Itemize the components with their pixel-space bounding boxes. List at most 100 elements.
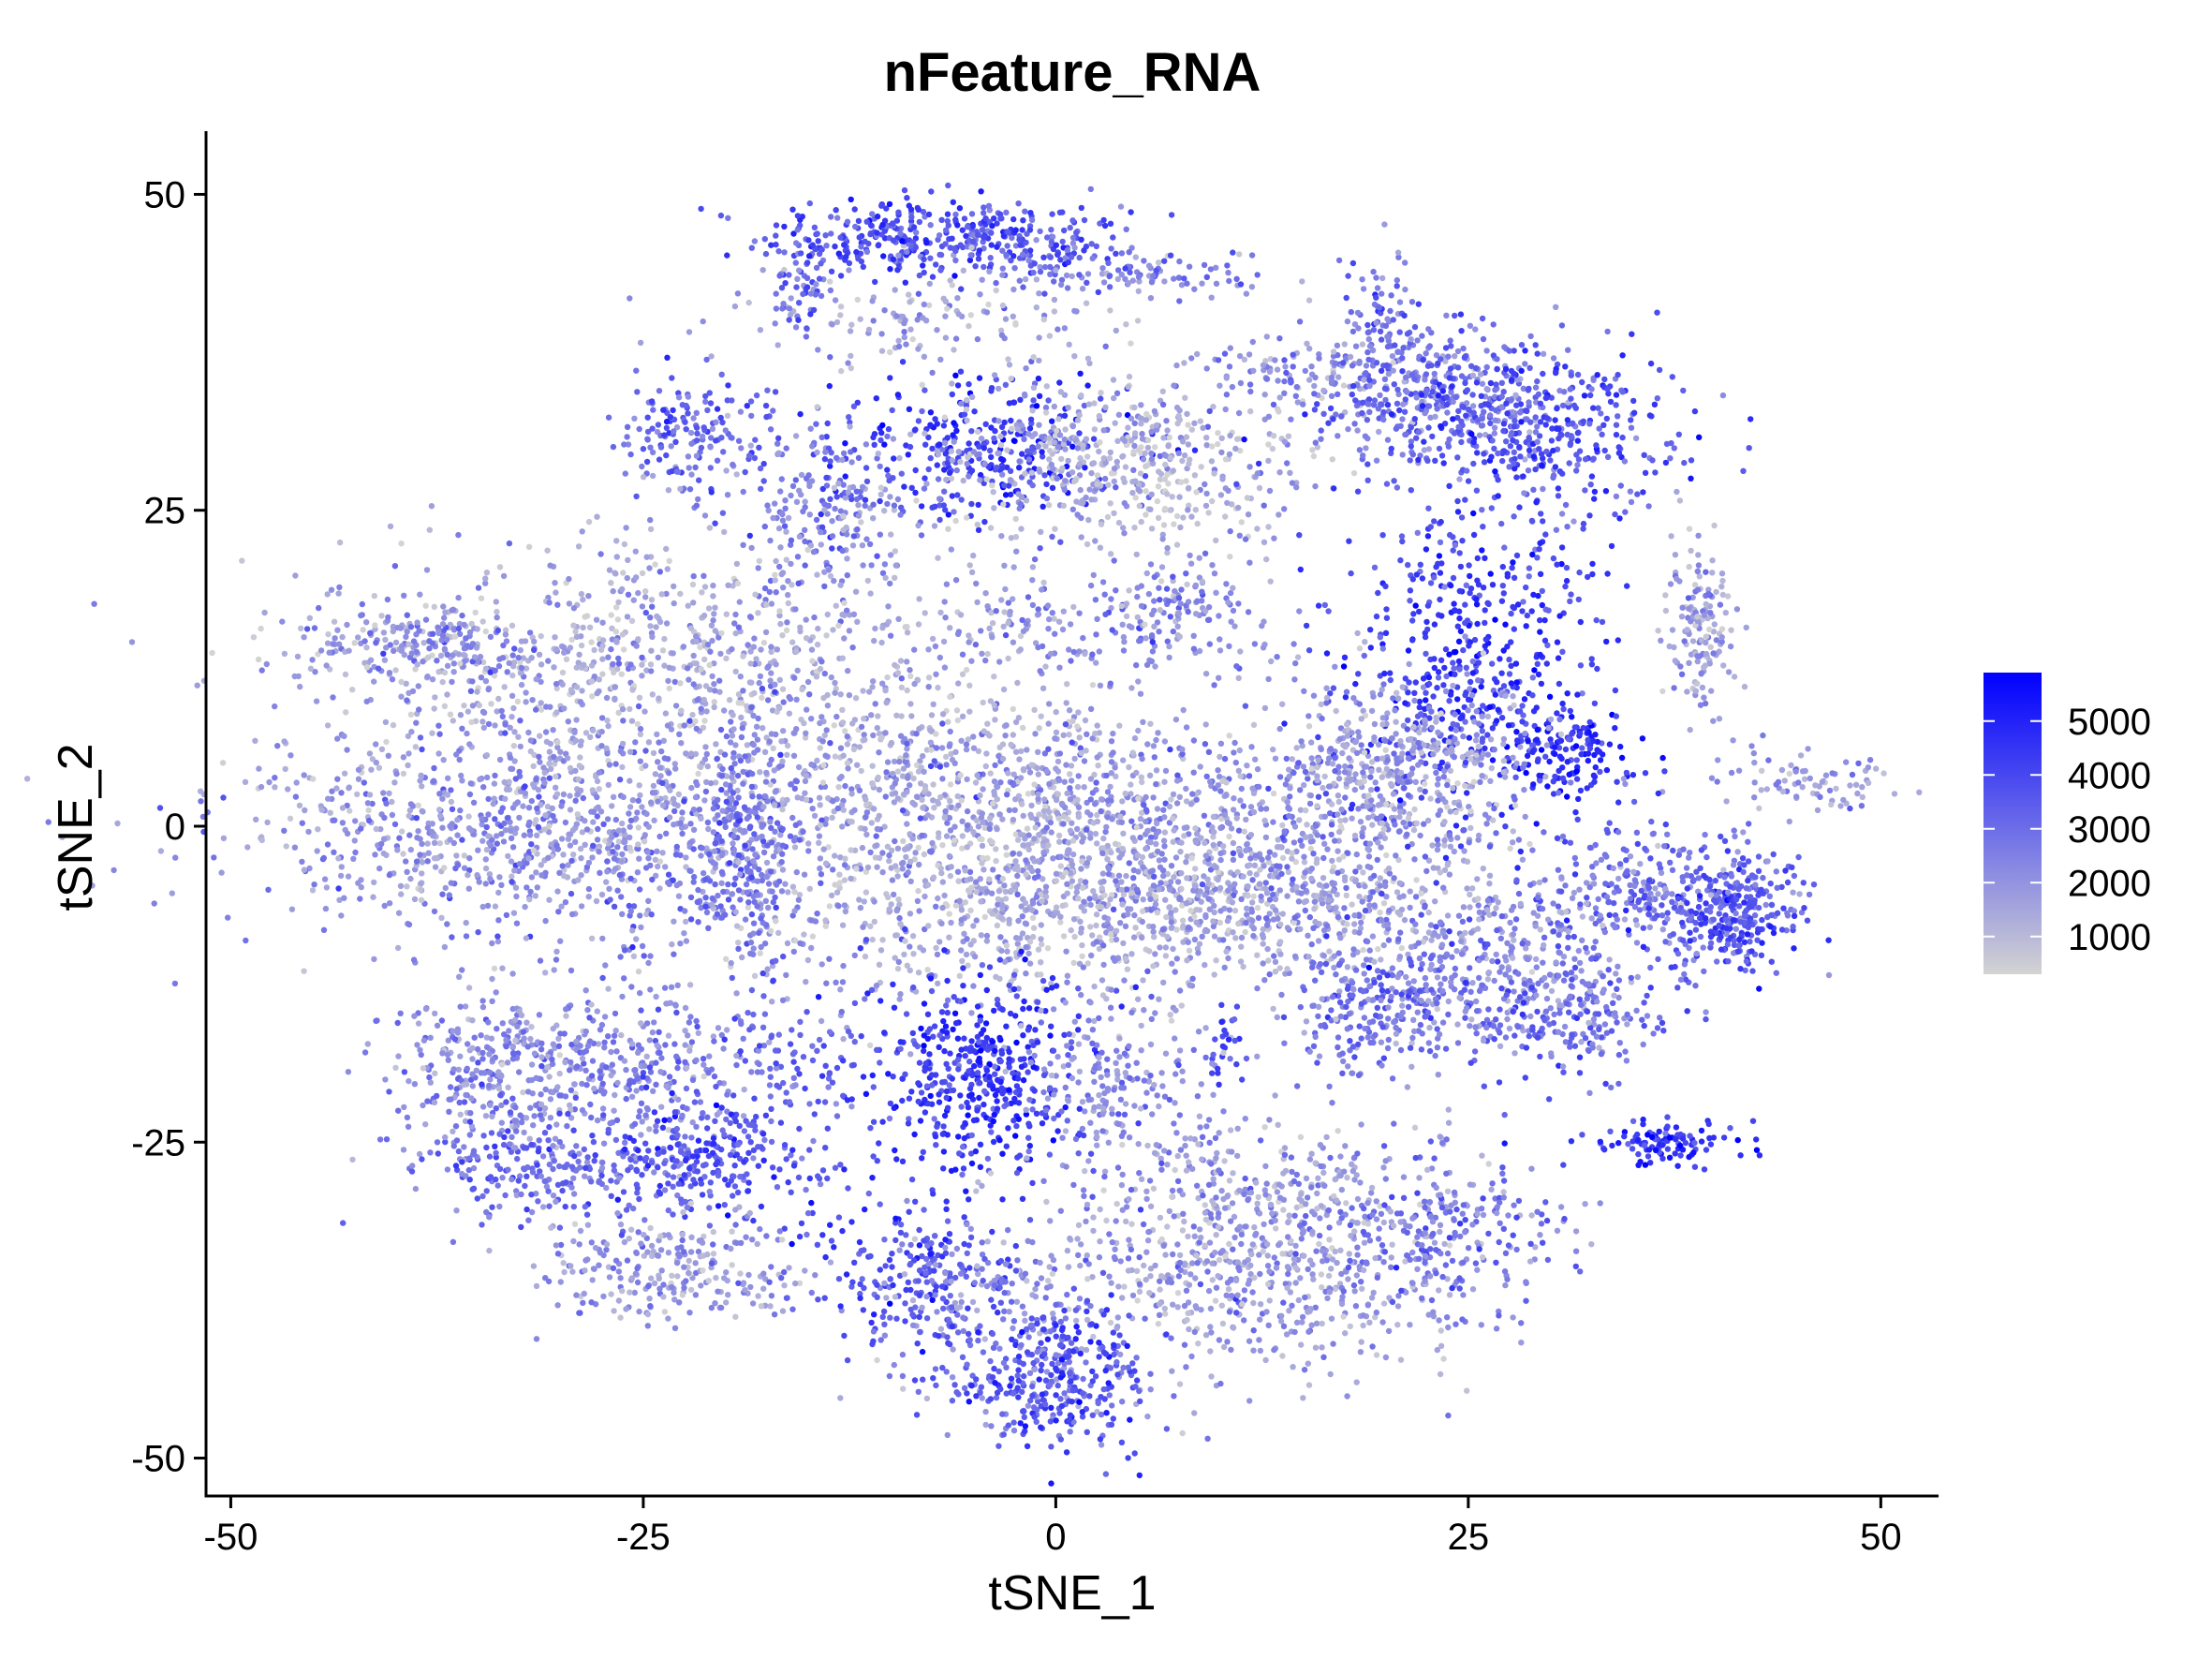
data-point [1147, 720, 1154, 727]
data-point [1564, 417, 1571, 423]
data-point [782, 505, 789, 511]
data-point [1373, 274, 1379, 281]
data-point [1089, 682, 1097, 689]
data-point [976, 375, 983, 381]
data-point [1285, 433, 1292, 439]
data-point [546, 748, 553, 755]
data-point [1306, 377, 1313, 383]
data-point [1017, 831, 1025, 837]
data-point [1147, 295, 1155, 302]
data-point [697, 644, 703, 650]
data-point [1272, 357, 1278, 363]
data-point [1370, 402, 1378, 408]
data-point [1110, 730, 1116, 737]
data-point [781, 266, 788, 274]
data-point [845, 765, 851, 772]
data-point [1627, 488, 1634, 495]
data-point [1605, 391, 1612, 397]
data-point [1078, 204, 1085, 212]
data-point [724, 252, 730, 259]
data-point [1306, 346, 1313, 352]
data-point [422, 602, 429, 609]
data-point [1181, 452, 1188, 459]
data-point [839, 719, 847, 726]
data-point [1059, 238, 1066, 245]
data-point [1534, 378, 1541, 385]
data-point [1613, 493, 1620, 500]
data-point [1035, 748, 1041, 755]
data-point [366, 750, 374, 757]
data-point [1360, 452, 1366, 459]
data-point [844, 555, 850, 562]
data-point [946, 469, 953, 476]
data-point [951, 438, 957, 445]
data-point [1382, 396, 1389, 404]
data-point [1549, 425, 1556, 432]
data-point [1270, 401, 1277, 408]
data-point [476, 702, 482, 709]
data-point [833, 494, 840, 500]
data-point [1115, 411, 1123, 418]
data-point [936, 763, 944, 770]
data-point [472, 609, 479, 615]
data-point [882, 793, 889, 800]
data-point [1463, 412, 1469, 419]
data-point [1113, 390, 1121, 396]
data-point [874, 230, 880, 236]
data-point [809, 443, 816, 450]
data-point [1656, 366, 1663, 374]
data-point [793, 240, 800, 246]
data-point [1352, 343, 1360, 349]
data-point [810, 549, 818, 555]
data-point [711, 681, 717, 688]
data-point [981, 210, 987, 216]
data-point [1075, 896, 1082, 902]
data-point [1363, 370, 1369, 377]
data-point [997, 327, 1005, 333]
data-point [629, 797, 637, 804]
data-point [847, 423, 853, 430]
data-point [1054, 444, 1062, 451]
data-point [494, 615, 500, 621]
data-point [1217, 740, 1225, 747]
data-point [954, 717, 961, 724]
data-point [1153, 267, 1159, 274]
data-point [1227, 345, 1234, 351]
data-point [1106, 284, 1113, 290]
data-point [1241, 828, 1248, 835]
data-point [899, 807, 907, 814]
data-point [757, 465, 764, 472]
data-point [1453, 393, 1460, 401]
data-point [990, 489, 996, 496]
data-point [670, 407, 676, 414]
data-point [981, 445, 988, 452]
data-point [818, 246, 825, 253]
data-point [444, 662, 451, 669]
data-point [905, 775, 911, 781]
data-point [1479, 415, 1485, 422]
data-point [656, 695, 662, 702]
data-point [1281, 506, 1288, 512]
data-point [1552, 464, 1559, 470]
data-point [706, 661, 713, 669]
data-point [1364, 348, 1371, 356]
data-point [914, 317, 921, 323]
data-point [939, 776, 946, 782]
data-point [814, 641, 821, 648]
data-point [1046, 701, 1053, 707]
data-point [1498, 404, 1505, 410]
data-point [915, 346, 922, 352]
data-point [964, 822, 971, 829]
data-point [1110, 377, 1117, 383]
data-point [407, 711, 415, 718]
data-point [943, 581, 951, 587]
data-point [1238, 943, 1245, 950]
data-point [1135, 727, 1142, 734]
data-point [897, 230, 904, 237]
data-point [1474, 450, 1481, 456]
data-point [1254, 952, 1261, 958]
data-point [1287, 793, 1293, 800]
data-point [870, 515, 877, 522]
data-point [779, 305, 786, 312]
data-point [698, 666, 704, 673]
